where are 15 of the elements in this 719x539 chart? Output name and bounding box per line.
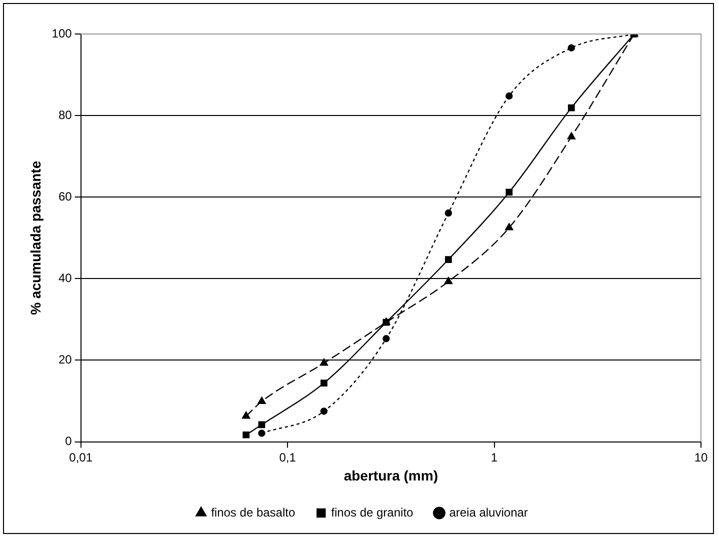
x-axis-title: abertura (mm) [344,467,438,484]
legend-label: finos de basalto [211,505,296,520]
legend-label: areia aluvionar [449,505,528,520]
x-tick-label: 0,01 [69,450,93,464]
x-tick-label: 0,1 [279,450,296,464]
y-tick-label: 80 [58,108,72,122]
x-tick-label: 1 [490,450,498,464]
y-tick-label: 20 [58,352,72,367]
y-tick-label: 60 [58,189,72,204]
legend-label: finos de granito [331,505,414,520]
y-axis-title: % acumulada passante [27,160,44,315]
y-tick-label: 40 [58,270,72,285]
y-tick-label: 0 [65,434,72,448]
y-tick-label: 100 [52,26,72,40]
x-tick-label: 10 [694,450,708,464]
